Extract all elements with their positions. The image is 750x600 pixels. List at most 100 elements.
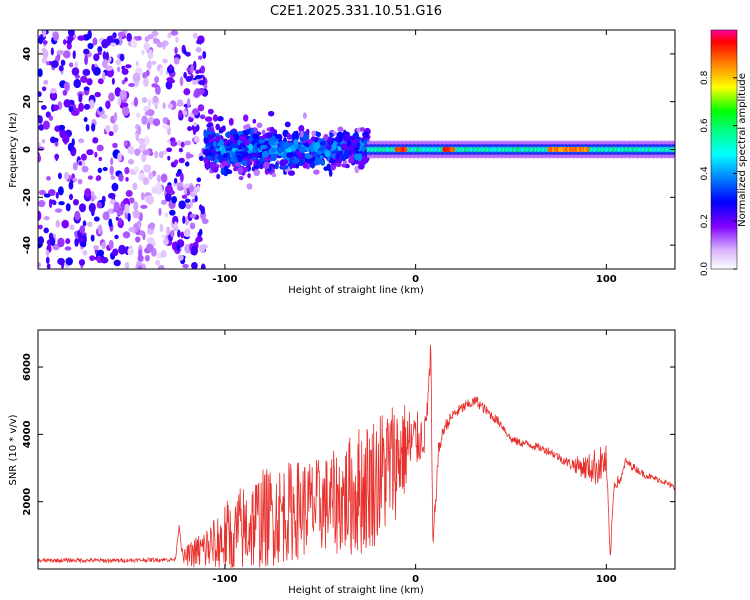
spectrogram-cell	[170, 140, 178, 147]
spectrogram-cell	[79, 225, 86, 234]
spectrogram-cell	[252, 133, 258, 141]
spectrogram-cell	[80, 241, 87, 248]
spectrogram-cell	[218, 129, 224, 134]
spectrogram-cell	[178, 200, 186, 210]
spectrogram-cell	[94, 91, 101, 98]
y-tick-label: 6000	[22, 353, 33, 381]
spectrogram-cell	[261, 129, 266, 135]
spectrogram-cell	[137, 125, 142, 135]
spectrogram-cell	[228, 117, 234, 126]
spectrogram-cell	[292, 157, 300, 164]
spectrogram-cell	[241, 160, 249, 167]
spectrogram-cell	[55, 220, 60, 228]
spectrogram-cell	[155, 182, 162, 191]
spectrogram-cell	[86, 149, 94, 156]
spectrogram-cell	[194, 74, 203, 80]
spectrogram-cell	[63, 98, 71, 108]
spectrogram-cell	[179, 76, 184, 87]
spectrogram-cell	[38, 189, 46, 196]
spectrogram-cell	[101, 241, 107, 250]
spectrogram-cell	[42, 30, 47, 38]
spectrogram-cell	[185, 204, 192, 210]
spectrogram-cell	[43, 215, 50, 221]
x-tick-label: 100	[596, 574, 617, 585]
spectrogram-cell	[257, 152, 264, 158]
spectrogram-cell	[182, 215, 186, 224]
spectrogram-cell	[142, 149, 151, 156]
spectrogram-cell	[260, 144, 268, 150]
spectrogram-cell	[316, 131, 322, 137]
spectrogram-cell	[41, 138, 45, 144]
spectrogram-cell	[83, 48, 90, 55]
spectrogram-cell	[143, 136, 150, 146]
spectrogram-cell	[285, 148, 293, 153]
spectrogram-cell	[38, 224, 43, 230]
spectrogram-cell	[38, 262, 41, 268]
spectrogram-cell	[124, 77, 128, 82]
spectrogram-cell	[225, 141, 231, 147]
spectrogram-cell	[297, 159, 305, 167]
colorbar-ticks: 0.0 0.2 0.4 0.6 0.8	[700, 70, 737, 276]
spectrogram-cell	[190, 63, 194, 74]
spectrogram-cell	[53, 137, 59, 143]
spectrogram-cell	[108, 92, 115, 102]
spectrogram-cell	[41, 47, 46, 53]
spectrogram-cell	[173, 159, 179, 165]
spectrogram-cell	[128, 197, 135, 204]
spectrogram-cell	[118, 217, 123, 226]
spectrogram-cell	[41, 57, 48, 64]
spectrogram-cell	[43, 193, 51, 198]
spectrogram-cell	[258, 139, 265, 144]
spectrogram-cell	[65, 238, 71, 245]
spectrogram-cell	[162, 58, 168, 64]
spectrogram-cell	[80, 75, 88, 84]
spectrogram-cell	[111, 77, 115, 85]
spectrogram-cell	[70, 109, 79, 116]
spectrogram-cell	[221, 160, 229, 167]
spectrogram-cell	[133, 97, 139, 107]
spectrogram-cell	[108, 208, 113, 214]
spectrogram-cell	[243, 139, 250, 146]
spectrogram-cell	[192, 127, 197, 136]
spectrogram-cell	[205, 163, 210, 171]
spectrogram-cell	[313, 136, 319, 143]
spectrogram-cell	[146, 243, 154, 252]
spectrogram-cell	[252, 152, 259, 157]
spectrogram-cell	[158, 207, 162, 217]
spectrogram-cell	[133, 201, 139, 211]
spectrogram-cell	[58, 201, 65, 206]
spectrogram-cell	[186, 153, 194, 158]
spectrogram-cell	[50, 47, 54, 56]
spectrogram-cell	[203, 84, 208, 89]
colorbar-tick-label: 0.4	[700, 166, 710, 181]
spectrogram-cell	[159, 223, 164, 233]
snr-x-ticks: -100 0 100	[212, 330, 617, 585]
spectrogram-cell	[147, 98, 151, 109]
spectrogram-cell	[313, 169, 320, 175]
spectrogram-cell	[88, 99, 95, 110]
spectrogram-cell	[73, 78, 82, 89]
spectrogram-cell	[96, 249, 105, 257]
spectrogram-cell	[147, 121, 151, 130]
spectrogram-cell	[96, 201, 103, 209]
spectrogram-cell	[141, 115, 148, 125]
spectrogram-cell	[82, 220, 87, 227]
spectrogram-cell	[216, 116, 224, 122]
spectrogram-cell	[356, 153, 363, 162]
spectrogram-cell	[61, 219, 69, 229]
spectrogram-cell	[199, 244, 206, 253]
spectrogram-cell	[72, 50, 76, 60]
spectrogram-cell	[137, 265, 143, 269]
spectrogram-cell	[48, 115, 54, 121]
spectrogram-cell	[221, 125, 226, 130]
spectrogram-cell	[78, 161, 82, 166]
spectrogram-cell	[38, 36, 44, 45]
spectrogram-cell	[85, 124, 90, 132]
spectrogram-cell	[363, 131, 369, 139]
spectrogram-cell	[252, 119, 257, 124]
spectrogram-cell	[74, 210, 81, 221]
spectrogram-cell	[174, 46, 178, 55]
spectrogram-cell	[144, 110, 152, 116]
spectrogram-cell	[198, 80, 206, 86]
spectrogram-cell	[66, 42, 72, 50]
